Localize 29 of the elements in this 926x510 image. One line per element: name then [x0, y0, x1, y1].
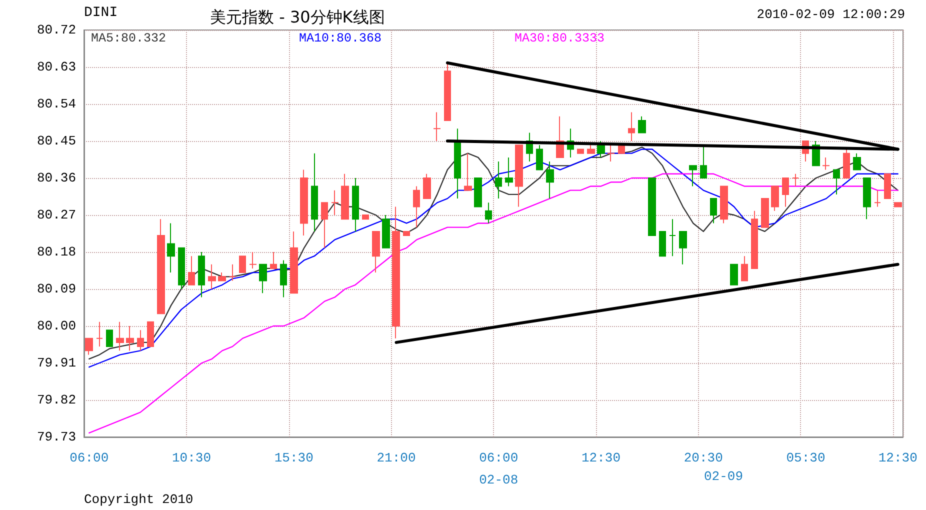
y-tick-label: 80.63	[36, 60, 76, 74]
y-tick-label: 80.00	[36, 318, 76, 334]
y-tick-label: 79.82	[36, 392, 76, 408]
text: MA10:80.368	[299, 32, 382, 46]
y-tick-label: 80.72	[36, 22, 76, 38]
x-tick-label: 06:00	[70, 450, 109, 466]
x-tick-label: 05:30	[786, 450, 826, 466]
text: 2010-02-09 12:00:29	[756, 7, 906, 22]
y-tick-label: 80.18	[36, 244, 76, 260]
text: MA30:80.3333	[514, 32, 605, 46]
y-tick-label: 80.27	[36, 208, 76, 222]
x-tick-label: 12:30	[581, 450, 620, 466]
y-tick-label: 79.91	[36, 356, 76, 370]
y-tick-label: 80.54	[36, 96, 76, 112]
text: DINI	[84, 5, 118, 21]
y-tick-label: 79.73	[36, 430, 76, 444]
chart-title: 美元指数 - 30分钟K线图	[210, 8, 385, 26]
text: MA5:80.332	[91, 32, 166, 46]
x-tick-label: 10:30	[172, 450, 211, 466]
x-tick-label: 20:30	[684, 450, 723, 466]
x-tick-label: 06:00 02-08	[479, 450, 518, 488]
y-tick-label: 80.09	[36, 282, 76, 296]
x-tick-label: 12:30	[878, 450, 918, 466]
x-tick-label: 21:00	[376, 450, 416, 466]
text: 02-09	[704, 469, 744, 484]
x-tick-label: 15:30	[274, 450, 314, 466]
y-tick-label: 80.36	[36, 170, 76, 186]
text: Copyright 2010	[84, 492, 194, 507]
y-tick-label: 80.45	[36, 134, 76, 148]
